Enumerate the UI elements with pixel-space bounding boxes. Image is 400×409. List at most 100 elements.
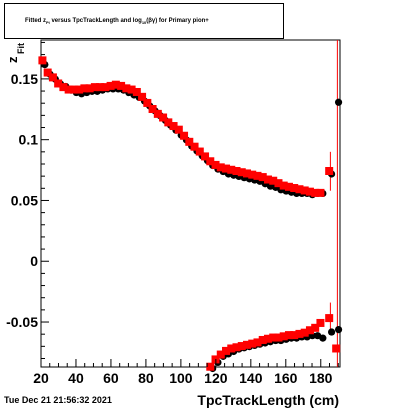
data-point-red bbox=[206, 157, 215, 166]
x-tick-label: 80 bbox=[138, 370, 154, 386]
data-point-red bbox=[295, 329, 304, 338]
title-part-2: versus TpcTrackLength and log bbox=[49, 18, 142, 24]
data-point-red bbox=[232, 167, 241, 176]
y-tick-label: -0.05 bbox=[6, 314, 38, 330]
data-point-red bbox=[106, 81, 115, 90]
y-axis-label: z Fit bbox=[5, 43, 26, 63]
data-point-red bbox=[248, 170, 257, 179]
data-point-red bbox=[153, 109, 162, 118]
data-point-red bbox=[237, 342, 246, 351]
data-point-red bbox=[211, 160, 220, 169]
x-tick-label: 40 bbox=[68, 370, 84, 386]
plot-frame bbox=[40, 39, 341, 368]
data-point-red bbox=[185, 137, 194, 146]
data-point-red bbox=[180, 131, 189, 140]
data-point-red bbox=[279, 332, 288, 341]
data-point-red bbox=[332, 344, 341, 353]
data-point-red bbox=[43, 68, 52, 77]
data-point-red bbox=[80, 84, 89, 93]
data-point-red bbox=[216, 350, 225, 359]
data-point-red bbox=[132, 87, 141, 96]
x-tick-label: 160 bbox=[274, 370, 298, 386]
data-point-red bbox=[311, 188, 320, 197]
data-point-red bbox=[122, 84, 131, 93]
data-point-red bbox=[300, 328, 309, 337]
y-tick-label: 0.05 bbox=[11, 192, 38, 208]
y-axis-label-sub: Fit bbox=[16, 43, 26, 54]
data-point-red bbox=[316, 188, 325, 197]
title-sub-2: 10 bbox=[141, 20, 147, 26]
data-point-red bbox=[290, 331, 299, 340]
data-point-red bbox=[111, 80, 120, 89]
title-part-1: Fitted z bbox=[25, 18, 46, 24]
data-point-red bbox=[190, 142, 199, 151]
data-point-black bbox=[319, 334, 327, 342]
x-tick-label: 120 bbox=[204, 370, 228, 386]
y-axis-label-main: z bbox=[5, 56, 20, 63]
plot-area-border bbox=[40, 39, 341, 368]
x-tick-label: 180 bbox=[309, 370, 333, 386]
data-point-red bbox=[305, 326, 314, 335]
data-point-red bbox=[159, 113, 168, 122]
data-point-red bbox=[206, 362, 215, 371]
data-point-red bbox=[290, 184, 299, 193]
x-tick-label: 140 bbox=[239, 370, 263, 386]
data-point-red bbox=[143, 98, 152, 107]
y-tick-label: 0 bbox=[30, 253, 38, 269]
data-point-red bbox=[316, 318, 325, 327]
data-point-red bbox=[85, 84, 94, 93]
data-point-red bbox=[169, 122, 178, 131]
data-point-red bbox=[269, 176, 278, 185]
data-point-red bbox=[253, 338, 262, 347]
data-point-red bbox=[148, 105, 157, 114]
x-axis-label: TpcTrackLength (cm) bbox=[197, 392, 339, 408]
data-point-red bbox=[305, 187, 314, 196]
data-point-red bbox=[38, 56, 47, 65]
data-point-red bbox=[295, 185, 304, 194]
data-point-red bbox=[311, 323, 320, 332]
chart-title: Fitted zPi versus TpcTrackLength and log… bbox=[25, 18, 209, 25]
chart-title-box: Fitted zPi versus TpcTrackLength and log… bbox=[4, 3, 284, 39]
data-point-red bbox=[164, 118, 173, 127]
data-point-red bbox=[201, 152, 210, 161]
data-point-red bbox=[75, 85, 84, 94]
data-point-red bbox=[263, 334, 272, 343]
data-point-red bbox=[216, 163, 225, 172]
data-point-red bbox=[253, 171, 262, 180]
data-point-black bbox=[334, 326, 343, 334]
data-point-red bbox=[263, 175, 272, 184]
data-point-red bbox=[174, 125, 183, 134]
data-point-red bbox=[279, 181, 288, 190]
y-tick-label: 0.1 bbox=[19, 132, 39, 148]
x-tick-label: 20 bbox=[33, 370, 49, 386]
data-point-red bbox=[284, 182, 293, 191]
data-point-red bbox=[248, 339, 257, 348]
data-point-red bbox=[127, 85, 136, 94]
data-point-red bbox=[195, 147, 204, 156]
data-point-black bbox=[327, 328, 336, 336]
title-sub-1: Pi bbox=[46, 20, 50, 26]
data-point-red bbox=[237, 168, 246, 177]
data-point-red bbox=[258, 173, 267, 182]
data-point-red bbox=[274, 333, 283, 342]
data-point-red bbox=[243, 340, 252, 349]
data-point-red bbox=[54, 79, 63, 88]
title-part-3: (βγ) for Primary pion+ bbox=[146, 18, 209, 24]
data-point-red bbox=[101, 83, 110, 92]
data-point-red bbox=[64, 85, 73, 94]
x-tick-label: 60 bbox=[103, 370, 119, 386]
data-point-red bbox=[269, 333, 278, 342]
x-tick-label: 100 bbox=[169, 370, 193, 386]
data-point-red bbox=[325, 167, 334, 176]
data-point-red bbox=[243, 169, 252, 178]
data-point-red bbox=[138, 92, 147, 101]
data-point-black bbox=[334, 98, 343, 106]
axes: 20 40 60 80 100 120 140 160 180 -0.05 0 0.05 0.1 0.15 bbox=[6, 41, 339, 386]
data-markers bbox=[38, 56, 343, 373]
data-point-red bbox=[300, 186, 309, 195]
data-point-red bbox=[222, 346, 231, 355]
timestamp: Tue Dec 21 21:56:32 2021 bbox=[4, 395, 112, 405]
data-point-red bbox=[96, 83, 105, 92]
data-point-red bbox=[222, 164, 231, 173]
